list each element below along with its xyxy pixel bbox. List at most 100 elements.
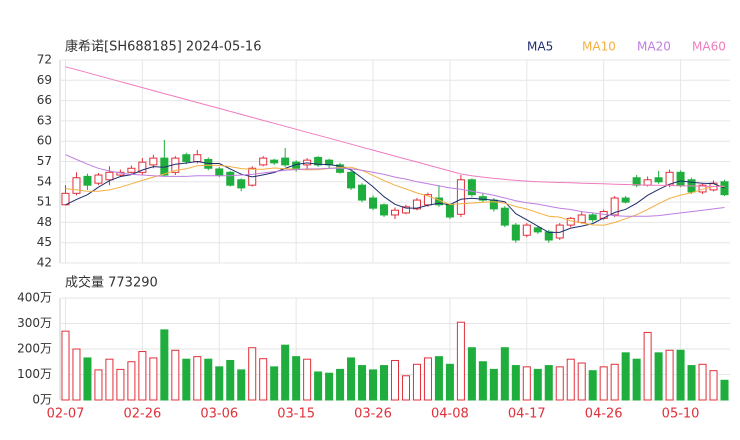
y-tick-label: 63 — [37, 113, 52, 127]
volume-bar — [533, 368, 542, 401]
volume-bar — [588, 370, 597, 401]
y-tick-label: 48 — [37, 215, 52, 229]
volume-title: 成交量 773290 — [65, 275, 158, 291]
volume-bar — [522, 366, 531, 401]
candle-body — [511, 224, 520, 241]
y-tick-label: 57 — [37, 154, 52, 168]
legend-label: MA20 — [637, 40, 671, 54]
y-tick-label: 51 — [37, 195, 52, 209]
volume-bar — [500, 347, 509, 401]
candle-body — [369, 197, 378, 209]
volume-bar — [193, 356, 202, 401]
candle-body — [456, 179, 465, 215]
volume-bar — [423, 357, 432, 401]
volume-bar — [160, 329, 169, 401]
volume-bar — [325, 372, 334, 401]
volume-bar — [566, 358, 575, 401]
candle-body — [412, 199, 421, 210]
volume-bar — [358, 365, 367, 401]
candle-body — [358, 184, 367, 201]
candle-body — [380, 204, 389, 216]
volume-bar — [632, 358, 641, 401]
x-tick-label: 04-26 — [585, 407, 623, 422]
x-tick-label: 04-17 — [508, 407, 546, 422]
volume-bar — [226, 359, 235, 401]
candle-body — [127, 167, 136, 173]
candle-body — [621, 197, 630, 203]
y-tick-label: 200万 — [17, 342, 52, 356]
candle-body — [544, 231, 553, 241]
volume-bar — [149, 357, 158, 401]
volume-bar — [369, 369, 378, 401]
volume-bar — [72, 348, 81, 401]
y-tick-label: 60 — [37, 134, 52, 148]
candle-body — [676, 171, 685, 186]
volume-bar — [116, 368, 125, 401]
y-tick-label: 72 — [37, 53, 52, 67]
ma-line — [65, 154, 725, 217]
y-tick-label: 400万 — [17, 291, 52, 305]
x-tick-label: 03-26 — [354, 407, 392, 422]
candle-body — [226, 171, 235, 186]
volume-bar — [412, 363, 421, 401]
volume-bar — [259, 358, 268, 401]
volume-bar — [654, 352, 663, 401]
candle-body — [533, 227, 542, 233]
candle-body — [270, 159, 279, 164]
candle-body — [314, 156, 323, 166]
candle-body — [61, 192, 70, 206]
volume-bar — [643, 331, 652, 401]
volume-bar — [434, 356, 443, 401]
y-tick-label: 45 — [37, 235, 52, 249]
candle-body — [445, 204, 454, 218]
y-tick-label: 0万 — [32, 393, 52, 407]
volume-bar — [314, 371, 323, 401]
volume-bar — [127, 361, 136, 401]
x-tick-label: 05-10 — [662, 407, 700, 422]
candle-body — [401, 206, 410, 214]
x-tick-label: 03-06 — [200, 407, 238, 422]
candle-body — [390, 209, 400, 216]
volume-bar — [445, 363, 454, 401]
volume-bar — [171, 349, 180, 401]
ma-line — [65, 160, 725, 233]
volume-bar — [83, 357, 92, 401]
volume-bar — [336, 368, 345, 401]
candle-body — [193, 154, 202, 163]
volume-bar — [610, 363, 619, 401]
x-tick-label: 02-26 — [123, 407, 161, 422]
volume-bar — [720, 379, 729, 401]
candle-body — [94, 174, 103, 184]
volume-bar — [303, 358, 312, 401]
candle-body — [138, 161, 147, 173]
candle-body — [588, 214, 597, 221]
volume-bar — [467, 347, 476, 401]
candle-body — [522, 224, 531, 236]
candle-body — [632, 177, 641, 186]
volume-bar — [456, 321, 465, 401]
candle-body — [72, 177, 81, 194]
y-tick-label: 54 — [37, 174, 52, 188]
volume-bar — [94, 369, 103, 401]
volume-bar — [390, 359, 400, 401]
y-tick-label: 300万 — [17, 316, 52, 330]
y-tick-label: 100万 — [17, 367, 52, 381]
volume-bar — [215, 366, 224, 401]
chart-title: 康希诺[SH688185] 2024-05-16 — [65, 39, 261, 55]
legend-label: MA60 — [692, 40, 726, 54]
candle-body — [105, 171, 114, 181]
volume-bar — [621, 352, 630, 401]
volume-bar — [248, 347, 257, 401]
volume-bar — [577, 362, 586, 401]
volume-bar — [292, 356, 301, 401]
volume-bar — [676, 349, 685, 401]
volume-bar — [347, 357, 356, 401]
volume-bar — [182, 358, 191, 401]
legend-label: MA5 — [527, 40, 553, 54]
candle-body — [720, 181, 729, 196]
ma-line — [65, 66, 725, 187]
candle-body — [182, 154, 191, 163]
x-tick-label: 03-15 — [277, 407, 315, 422]
volume-bar — [599, 366, 608, 401]
